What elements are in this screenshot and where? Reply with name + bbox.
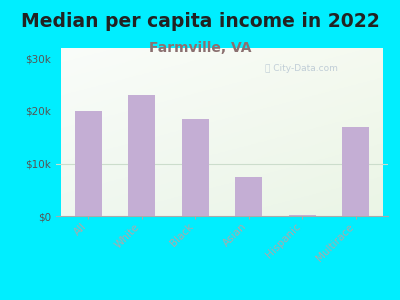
Bar: [75, 111, 102, 216]
Text: ⓘ City-Data.com: ⓘ City-Data.com: [265, 64, 338, 73]
Text: Median per capita income in 2022: Median per capita income in 2022: [21, 12, 379, 31]
Bar: [235, 177, 262, 216]
Bar: [128, 95, 155, 216]
Bar: [342, 127, 369, 216]
Bar: [182, 119, 209, 216]
Bar: [289, 215, 316, 216]
Text: Farmville, VA: Farmville, VA: [149, 40, 251, 55]
